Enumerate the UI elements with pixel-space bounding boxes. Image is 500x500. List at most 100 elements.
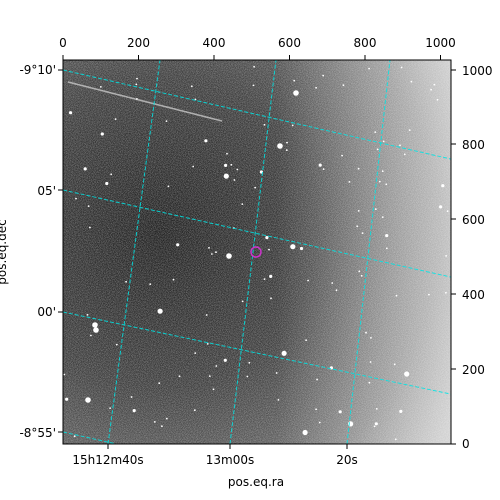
right-tick-600: 600: [462, 213, 485, 227]
star: [176, 243, 180, 247]
star: [433, 83, 436, 86]
star: [385, 183, 388, 186]
star: [132, 409, 136, 413]
ra-tick-20s: 20s: [336, 453, 358, 467]
star: [293, 79, 296, 82]
star: [439, 205, 443, 209]
star: [348, 181, 351, 183]
right-tick-200: 200: [462, 363, 485, 377]
bright-star: [93, 327, 99, 333]
star: [165, 417, 168, 420]
star: [315, 86, 317, 89]
star: [281, 350, 287, 356]
star: [322, 168, 325, 171]
star: [109, 407, 111, 409]
plot-frame: [62, 59, 452, 445]
grid-line: [229, 60, 277, 444]
star: [265, 236, 269, 240]
star: [75, 197, 77, 200]
bright-star: [277, 143, 283, 149]
star: [322, 74, 325, 77]
star: [263, 278, 266, 280]
ra-tick-13m00s: 13m00s: [206, 453, 254, 467]
top-tick-0: 0: [59, 36, 67, 50]
star: [161, 425, 163, 428]
grid-line: [63, 189, 451, 278]
star: [290, 244, 296, 250]
star: [194, 352, 197, 354]
star: [178, 375, 181, 378]
star: [269, 274, 273, 278]
star: [241, 203, 244, 206]
star: [378, 180, 381, 183]
star: [374, 131, 377, 134]
star: [286, 141, 288, 144]
y-axis-label: pos.eq.dec: [0, 219, 9, 284]
star: [373, 425, 376, 428]
bright-star: [226, 253, 232, 259]
star: [368, 381, 371, 384]
star: [212, 388, 215, 391]
top-tick-1000: 1000: [425, 36, 456, 50]
star: [385, 247, 388, 250]
star: [403, 153, 406, 156]
star: [374, 208, 377, 211]
star: [357, 167, 360, 170]
star: [172, 278, 175, 281]
star: [73, 435, 76, 438]
star: [369, 361, 372, 363]
right-tick-800: 800: [462, 138, 485, 152]
star: [69, 111, 73, 115]
star: [307, 279, 309, 282]
star: [376, 148, 379, 151]
star: [63, 373, 66, 376]
star: [87, 205, 90, 208]
star: [125, 280, 127, 283]
dec-tick-05: 05': [37, 184, 56, 198]
star: [381, 216, 384, 219]
satellite-streak: [67, 81, 223, 122]
grid-line: [63, 311, 451, 395]
star: [252, 84, 255, 87]
star: [299, 246, 304, 251]
top-tick-800: 800: [354, 36, 377, 50]
star: [224, 163, 228, 167]
star: [399, 409, 403, 413]
star: [153, 421, 156, 423]
star: [408, 129, 411, 132]
star: [254, 186, 257, 189]
star: [441, 184, 445, 188]
star: [248, 361, 251, 364]
top-tick-400: 400: [203, 36, 226, 50]
star: [83, 167, 87, 171]
star: [285, 149, 288, 152]
star: [206, 343, 209, 345]
star: [358, 270, 361, 273]
star: [338, 410, 342, 414]
star: [445, 291, 447, 294]
star: [360, 274, 363, 277]
star: [65, 397, 69, 401]
top-tick-200: 200: [127, 36, 150, 50]
star: [357, 210, 360, 212]
star: [205, 314, 208, 316]
star: [136, 98, 138, 100]
coordinate-grid: [63, 60, 451, 444]
star: [331, 282, 334, 284]
star: [99, 86, 102, 88]
grid-line: [63, 69, 451, 160]
star: [277, 399, 280, 401]
star: [410, 80, 413, 83]
star: [253, 65, 256, 68]
star: [393, 363, 396, 366]
star: [305, 339, 307, 342]
star: [318, 421, 321, 424]
star: [445, 255, 447, 257]
star: [302, 429, 308, 436]
target-marker: [250, 246, 262, 258]
star: [115, 343, 118, 346]
star: [167, 185, 170, 188]
star: [236, 168, 239, 171]
tick-marks: [58, 55, 456, 449]
